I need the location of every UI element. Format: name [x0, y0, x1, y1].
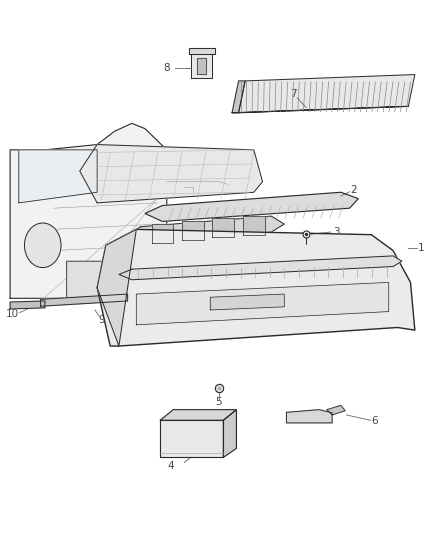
- Circle shape: [25, 223, 61, 268]
- Polygon shape: [286, 410, 332, 423]
- Polygon shape: [182, 221, 204, 240]
- Polygon shape: [41, 294, 127, 306]
- Text: 2: 2: [350, 184, 357, 195]
- Polygon shape: [243, 216, 265, 235]
- Text: 10: 10: [6, 309, 19, 319]
- Polygon shape: [19, 150, 97, 203]
- Polygon shape: [136, 282, 389, 325]
- Polygon shape: [239, 75, 415, 113]
- Polygon shape: [160, 420, 223, 457]
- Text: 9: 9: [98, 314, 105, 325]
- Text: 4: 4: [168, 462, 174, 471]
- Text: 1: 1: [418, 243, 425, 253]
- Polygon shape: [10, 301, 45, 309]
- Text: 5: 5: [215, 397, 223, 407]
- Polygon shape: [327, 406, 345, 415]
- Polygon shape: [152, 223, 173, 243]
- Text: 3: 3: [333, 227, 340, 237]
- Polygon shape: [67, 261, 132, 298]
- Polygon shape: [210, 294, 284, 310]
- Text: 8: 8: [163, 63, 170, 72]
- Polygon shape: [10, 123, 167, 298]
- Polygon shape: [223, 410, 237, 457]
- Polygon shape: [97, 229, 136, 346]
- Polygon shape: [80, 144, 262, 203]
- Polygon shape: [191, 54, 212, 78]
- Polygon shape: [145, 192, 358, 221]
- Polygon shape: [197, 58, 206, 74]
- Polygon shape: [119, 256, 402, 280]
- Polygon shape: [232, 107, 408, 113]
- Polygon shape: [188, 47, 215, 54]
- Polygon shape: [97, 229, 415, 346]
- Text: 7: 7: [290, 89, 296, 99]
- Text: 6: 6: [371, 416, 378, 426]
- Polygon shape: [127, 216, 284, 243]
- Polygon shape: [232, 81, 245, 113]
- Polygon shape: [160, 410, 237, 420]
- Polygon shape: [212, 218, 234, 237]
